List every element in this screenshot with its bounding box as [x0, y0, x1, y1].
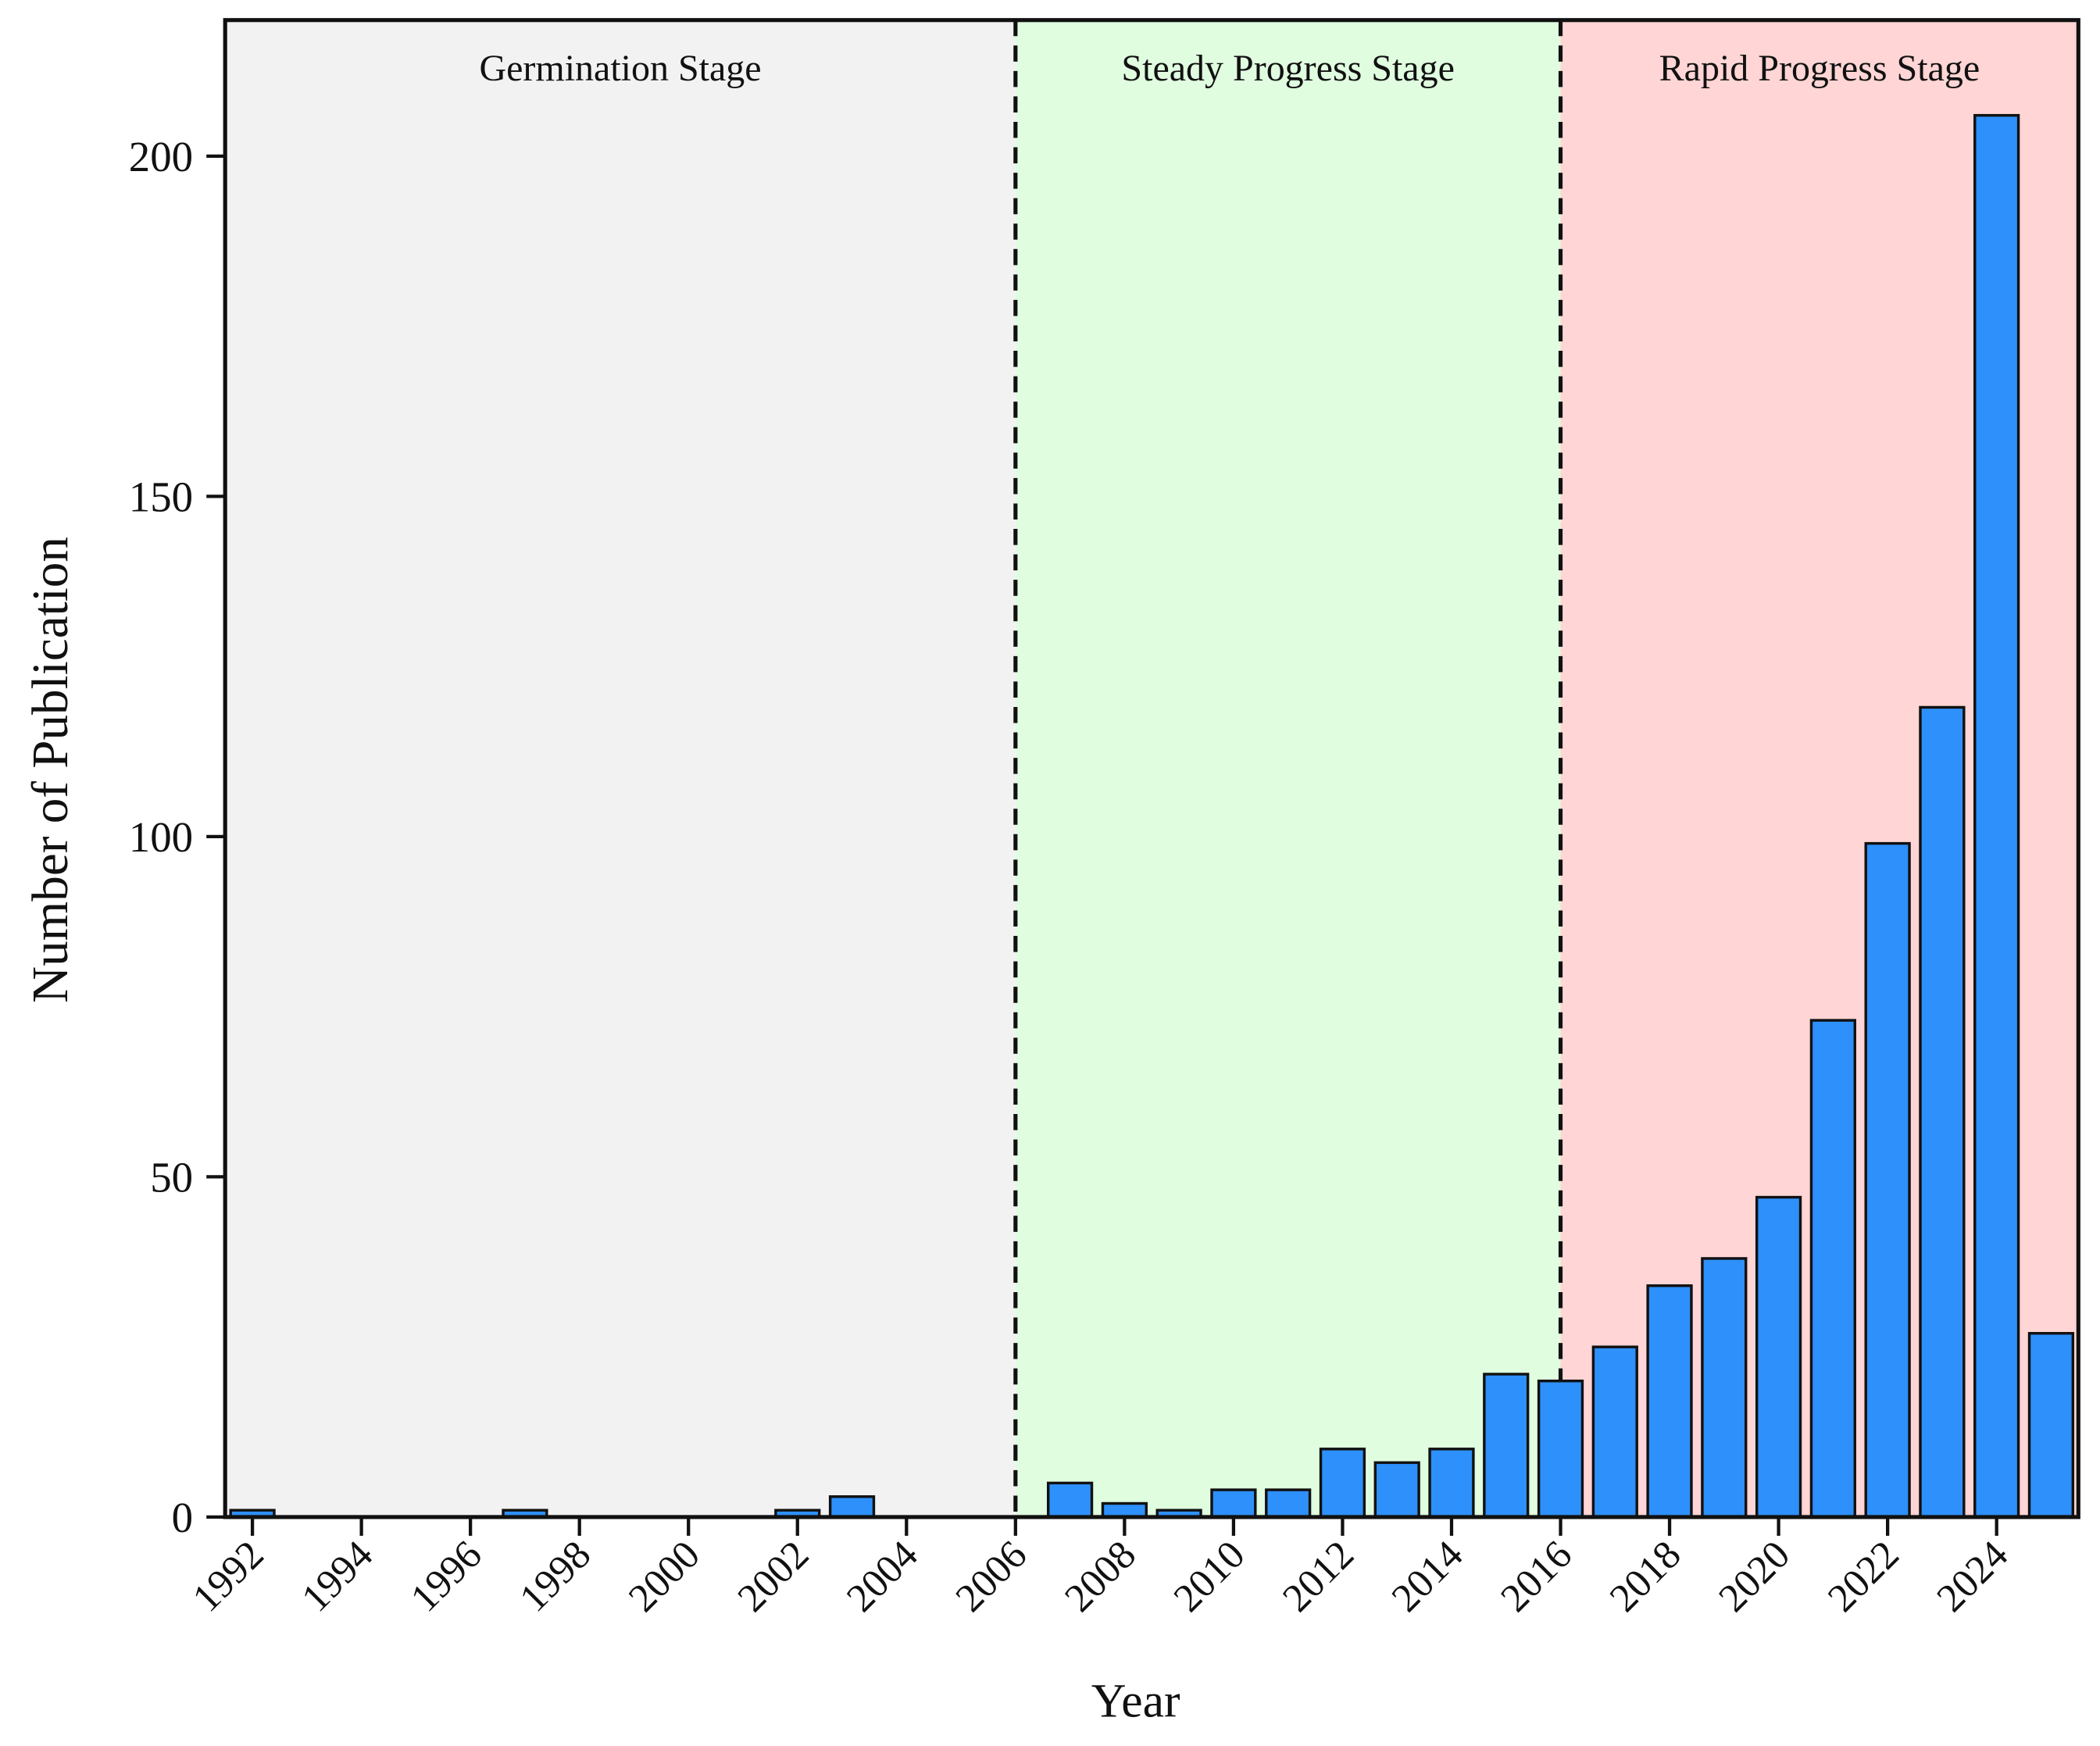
bar [1265, 1488, 1312, 1519]
x-axis-label: Year [1091, 1674, 1180, 1727]
x-tick-label: 1992 [184, 1533, 273, 1621]
bar [1483, 1373, 1530, 1519]
x-tick-label: 2010 [1166, 1533, 1254, 1621]
stage-label: Germination Stage [479, 48, 761, 89]
bar [1919, 705, 1966, 1519]
stage-region [225, 20, 1016, 1517]
x-tick-label: 2024 [1928, 1533, 2016, 1621]
plot-frame [223, 18, 2080, 1519]
x-tick-label: 1994 [293, 1533, 381, 1621]
bar [1973, 113, 2020, 1519]
x-tick-label: 2020 [1710, 1533, 1798, 1621]
stage-label: Steady Progress Stage [1121, 48, 1454, 89]
bar [1646, 1284, 1693, 1519]
x-tick-label: 2014 [1384, 1533, 1472, 1621]
bar [1319, 1448, 1366, 1519]
y-tick-label: 150 [129, 473, 193, 520]
bar [1428, 1448, 1475, 1519]
x-tick-label: 2016 [1492, 1533, 1580, 1621]
x-tick-label: 2002 [729, 1533, 817, 1621]
bar [1101, 1501, 1148, 1519]
x-tick-label: 2012 [1274, 1533, 1362, 1621]
x-tick-label: 2000 [620, 1533, 709, 1621]
bar [1373, 1461, 1420, 1519]
bar [1210, 1488, 1257, 1519]
x-tick-label: 2018 [1602, 1533, 1690, 1621]
stage-label: Rapid Progress Stage [1659, 48, 1980, 89]
bar [1864, 841, 1911, 1519]
stage-region [1015, 20, 1561, 1517]
bar [1809, 1019, 1856, 1519]
bar [1755, 1195, 1802, 1519]
y-tick-label: 50 [150, 1153, 193, 1201]
x-tick-label: 1998 [511, 1533, 599, 1621]
bar [2027, 1332, 2075, 1519]
bar [1701, 1257, 1748, 1519]
x-tick-label: 2008 [1056, 1533, 1145, 1621]
bar [828, 1495, 876, 1519]
bar [1591, 1345, 1638, 1519]
y-tick-label: 100 [129, 813, 193, 861]
bar [1046, 1481, 1094, 1519]
x-tick-label: 2004 [838, 1533, 927, 1621]
x-tick-label: 2022 [1820, 1533, 1908, 1621]
x-tick-label: 1996 [402, 1533, 491, 1621]
y-axis-label: Number of Publication [23, 537, 79, 1003]
bar [1537, 1379, 1584, 1519]
x-tick-label: 2006 [947, 1533, 1035, 1621]
y-tick-label: 200 [129, 133, 193, 180]
y-tick-label: 0 [172, 1494, 193, 1541]
